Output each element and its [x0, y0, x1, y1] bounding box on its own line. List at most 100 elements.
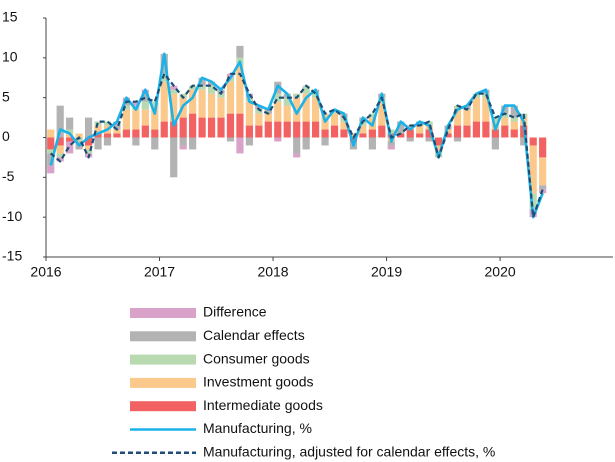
- bar: [160, 53, 168, 74]
- bar: [236, 65, 244, 114]
- x-tick-label: 2020: [485, 264, 516, 280]
- bar: [425, 121, 433, 126]
- y-tick-label: -10: [2, 208, 22, 224]
- bar: [56, 105, 64, 138]
- bar: [491, 117, 499, 122]
- bar: [66, 141, 74, 154]
- bar: [94, 133, 102, 138]
- bar: [47, 137, 55, 150]
- x-tick-label: 2019: [371, 264, 402, 280]
- bar: [293, 93, 301, 98]
- legend-swatch: [130, 377, 196, 388]
- bar: [330, 125, 339, 138]
- bar: [340, 121, 348, 130]
- bar: [406, 125, 414, 130]
- bar: [84, 149, 93, 154]
- bar: [122, 129, 131, 138]
- bar: [84, 137, 93, 146]
- bar: [397, 133, 405, 138]
- bar: [510, 129, 518, 138]
- bar: [66, 137, 74, 142]
- bar: [510, 117, 518, 122]
- bar: [312, 121, 320, 138]
- bar: [122, 109, 131, 130]
- bar: [293, 153, 301, 158]
- bar: [397, 121, 405, 134]
- bar: [529, 193, 537, 210]
- bar: [444, 129, 452, 134]
- bar: [264, 113, 272, 122]
- bar: [66, 129, 74, 134]
- bar: [501, 125, 509, 138]
- bar: [141, 125, 149, 138]
- bar: [539, 137, 547, 158]
- bar: [406, 129, 414, 138]
- bar: [75, 133, 83, 138]
- bar: [510, 105, 518, 118]
- legend-label: Manufacturing, %: [203, 420, 312, 436]
- line: [49, 72, 544, 219]
- y-tick-label: 10: [2, 49, 18, 65]
- bar: [501, 105, 509, 114]
- bar: [283, 97, 291, 106]
- bar: [274, 101, 282, 122]
- bar: [56, 145, 64, 154]
- bar: [293, 137, 301, 154]
- bar: [103, 133, 112, 138]
- bar: [245, 101, 253, 126]
- bar: [189, 113, 197, 138]
- bar: [217, 117, 225, 138]
- bar: [56, 157, 64, 162]
- bar: [236, 113, 244, 138]
- bar: [416, 133, 424, 138]
- legend-swatch: [130, 401, 196, 412]
- bar: [283, 105, 291, 122]
- x-tick-label: 2016: [30, 264, 61, 280]
- bar: [122, 105, 131, 110]
- bar: [312, 97, 320, 122]
- bar: [349, 137, 358, 142]
- legend-swatch: [130, 308, 196, 318]
- bar: [189, 137, 197, 150]
- bar: [312, 93, 320, 98]
- bar: [217, 97, 225, 118]
- bar: [416, 125, 424, 134]
- bar: [463, 125, 471, 138]
- bar: [160, 73, 168, 82]
- legend-label: Intermediate goods: [203, 397, 323, 413]
- bar: [207, 81, 216, 86]
- bar: [274, 137, 282, 142]
- bar: [94, 125, 102, 134]
- bar: [198, 85, 206, 90]
- bar: [434, 137, 443, 146]
- bar: [378, 101, 386, 126]
- bar: [482, 97, 490, 122]
- bar: [103, 121, 112, 126]
- bar: [293, 121, 301, 138]
- y-tick-label: 5: [2, 88, 10, 104]
- bar: [198, 117, 206, 138]
- bar: [425, 129, 433, 138]
- bar: [302, 85, 310, 94]
- legend-label: Manufacturing, adjusted for calendar eff…: [203, 444, 495, 460]
- bar: [302, 137, 310, 150]
- bar: [207, 93, 216, 118]
- bar: [359, 125, 367, 134]
- bar: [255, 125, 263, 138]
- y-tick-label: 0: [2, 128, 10, 144]
- bar: [141, 93, 149, 102]
- bar: [274, 121, 282, 138]
- bar: [141, 101, 149, 110]
- bar: [359, 133, 367, 138]
- bar: [132, 137, 140, 146]
- bar: [151, 137, 159, 150]
- bar: [198, 77, 206, 86]
- bar: [113, 129, 121, 134]
- bar: [113, 121, 121, 130]
- bar: [453, 137, 462, 142]
- bar: [491, 129, 499, 138]
- bar: [141, 109, 149, 126]
- bar: [416, 121, 424, 126]
- bar: [255, 109, 263, 114]
- bar: [226, 137, 235, 142]
